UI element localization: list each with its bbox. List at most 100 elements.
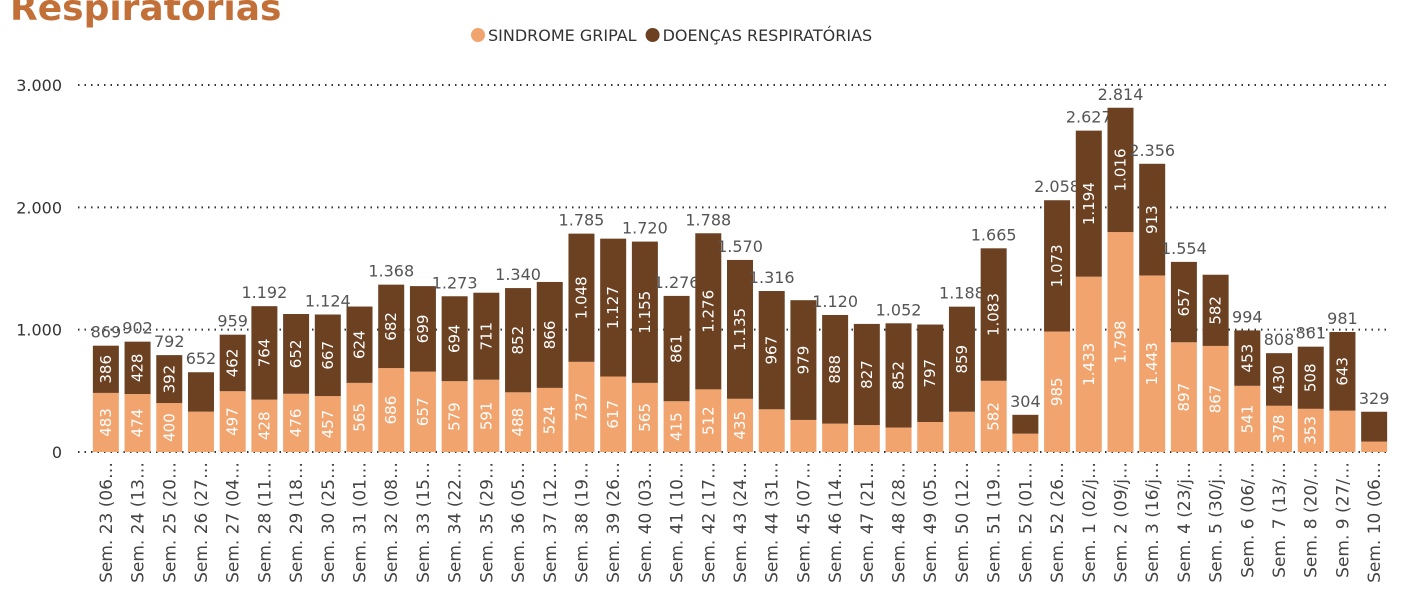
segment-label: 737 — [572, 393, 590, 422]
x-tick-label: Sem. 25 (20… — [160, 462, 180, 583]
bar-segment — [663, 295, 690, 402]
total-label: 1.340 — [495, 265, 541, 284]
bar-segment — [1139, 275, 1166, 452]
segment-label: 1.135 — [731, 308, 749, 351]
total-label: 1.120 — [812, 292, 858, 311]
total-label: 792 — [154, 332, 185, 351]
segment-label: 859 — [953, 345, 971, 374]
segment-label: 888 — [826, 355, 844, 384]
bar-segment — [283, 393, 310, 452]
x-tick-label: Sem. 31 (01… — [351, 462, 371, 583]
segment-label: 1.798 — [1111, 321, 1129, 364]
bar-segment — [124, 394, 151, 452]
total-label: 861 — [1295, 324, 1326, 343]
x-tick-label: Sem. 29 (18… — [287, 462, 307, 583]
x-tick-label: Sem. 40 (03… — [636, 462, 656, 583]
bar-segment — [948, 411, 975, 452]
bar-segment — [1202, 345, 1229, 452]
bar-segment — [727, 259, 753, 399]
segment-label: 852 — [509, 326, 527, 355]
segment-label: 1.073 — [1048, 244, 1066, 287]
bar-segment — [283, 314, 310, 394]
segment-label: 508 — [1302, 363, 1320, 392]
bar-segment — [695, 233, 722, 390]
segment-label: 1.276 — [699, 290, 717, 333]
bar-segment — [1107, 107, 1134, 233]
x-tick-label: Sem. 50 (12… — [953, 462, 973, 583]
segment-label: 488 — [509, 408, 527, 437]
segment-label: 415 — [668, 412, 686, 441]
bar-segment — [1075, 130, 1102, 277]
segment-label: 657 — [1175, 288, 1193, 317]
bar-segment — [695, 389, 722, 452]
x-tick-label: Sem. 3 (16/j… — [1143, 462, 1163, 583]
segment-label: 985 — [1048, 377, 1066, 406]
bar-segment — [1012, 414, 1039, 434]
bar-segment — [1329, 331, 1356, 411]
x-tick-label: Sem. 41 (10… — [668, 462, 688, 583]
x-tick-label: Sem. 33 (15… — [414, 462, 434, 583]
x-tick-label: Sem. 44 (31… — [763, 462, 783, 583]
segment-label: 582 — [1207, 296, 1225, 325]
bar-segment — [378, 368, 405, 452]
total-label: 2.356 — [1129, 141, 1175, 160]
bar-segment — [822, 423, 849, 452]
total-label: 902 — [122, 319, 153, 338]
bar-segment — [1329, 410, 1356, 452]
total-label: 329 — [1359, 389, 1390, 408]
bar-segment — [600, 238, 627, 377]
segment-label: 565 — [636, 403, 654, 432]
total-label: 1.554 — [1161, 239, 1207, 258]
bar-segment — [314, 314, 341, 397]
x-tick-label: Sem. 30 (25… — [319, 462, 339, 583]
x-tick-label: Sem. 10 (06… — [1365, 462, 1385, 583]
legend-marker — [471, 28, 485, 42]
bar-segment — [1234, 385, 1261, 452]
segment-label: 913 — [1143, 205, 1161, 234]
bar-segment — [853, 425, 880, 452]
segment-label: 624 — [351, 330, 369, 359]
total-label: 981 — [1327, 309, 1358, 328]
bar-segment — [473, 379, 500, 452]
x-tick-label: Sem. 47 (21… — [858, 462, 878, 583]
segment-label: 764 — [255, 339, 273, 368]
segment-label: 524 — [541, 406, 559, 435]
bar-segment — [251, 306, 278, 400]
x-tick-label: Sem. 8 (20/… — [1302, 462, 1322, 578]
segment-label: 652 — [287, 340, 305, 369]
x-tick-label: Sem. 6 (06/… — [1238, 462, 1258, 578]
bar-segment — [790, 300, 817, 420]
x-tick-label: Sem. 26 (27… — [192, 462, 212, 583]
total-label: 1.368 — [368, 262, 414, 281]
x-tick-label: Sem. 43 (24… — [731, 462, 751, 583]
segment-label: 582 — [985, 402, 1003, 431]
segment-label: 1.083 — [985, 293, 1003, 336]
total-label: 1.720 — [622, 219, 668, 238]
bar-segment — [980, 380, 1007, 452]
segment-label: 711 — [477, 322, 495, 351]
segment-label: 686 — [382, 396, 400, 425]
total-label: 2.814 — [1098, 85, 1144, 104]
bar-segment — [1012, 433, 1039, 452]
x-tick-label: Sem. 36 (05… — [509, 462, 529, 583]
segment-label: 378 — [1270, 415, 1288, 444]
segment-label: 1.016 — [1111, 148, 1129, 191]
bar-segment — [536, 387, 563, 452]
bar-segment — [536, 281, 563, 388]
bar-segment — [187, 411, 214, 452]
x-tick-label: Sem. 34 (22… — [446, 462, 466, 583]
bar-segment — [187, 372, 214, 412]
x-tick-label: Sem. 5 (30/j… — [1207, 462, 1227, 583]
bar-segment — [663, 401, 690, 452]
x-tick-label: Sem. 2 (09/j… — [1111, 462, 1131, 583]
segment-label: 667 — [319, 341, 337, 370]
segment-label: 400 — [160, 413, 178, 442]
segment-label: 979 — [794, 346, 812, 375]
segment-label: 1.127 — [604, 286, 622, 329]
segment-label: 497 — [224, 407, 242, 436]
segment-label: 861 — [668, 334, 686, 363]
bar-segment — [1361, 411, 1388, 442]
segment-label: 457 — [319, 410, 337, 439]
bar-segment — [1139, 163, 1166, 276]
bar-segment — [758, 291, 785, 410]
